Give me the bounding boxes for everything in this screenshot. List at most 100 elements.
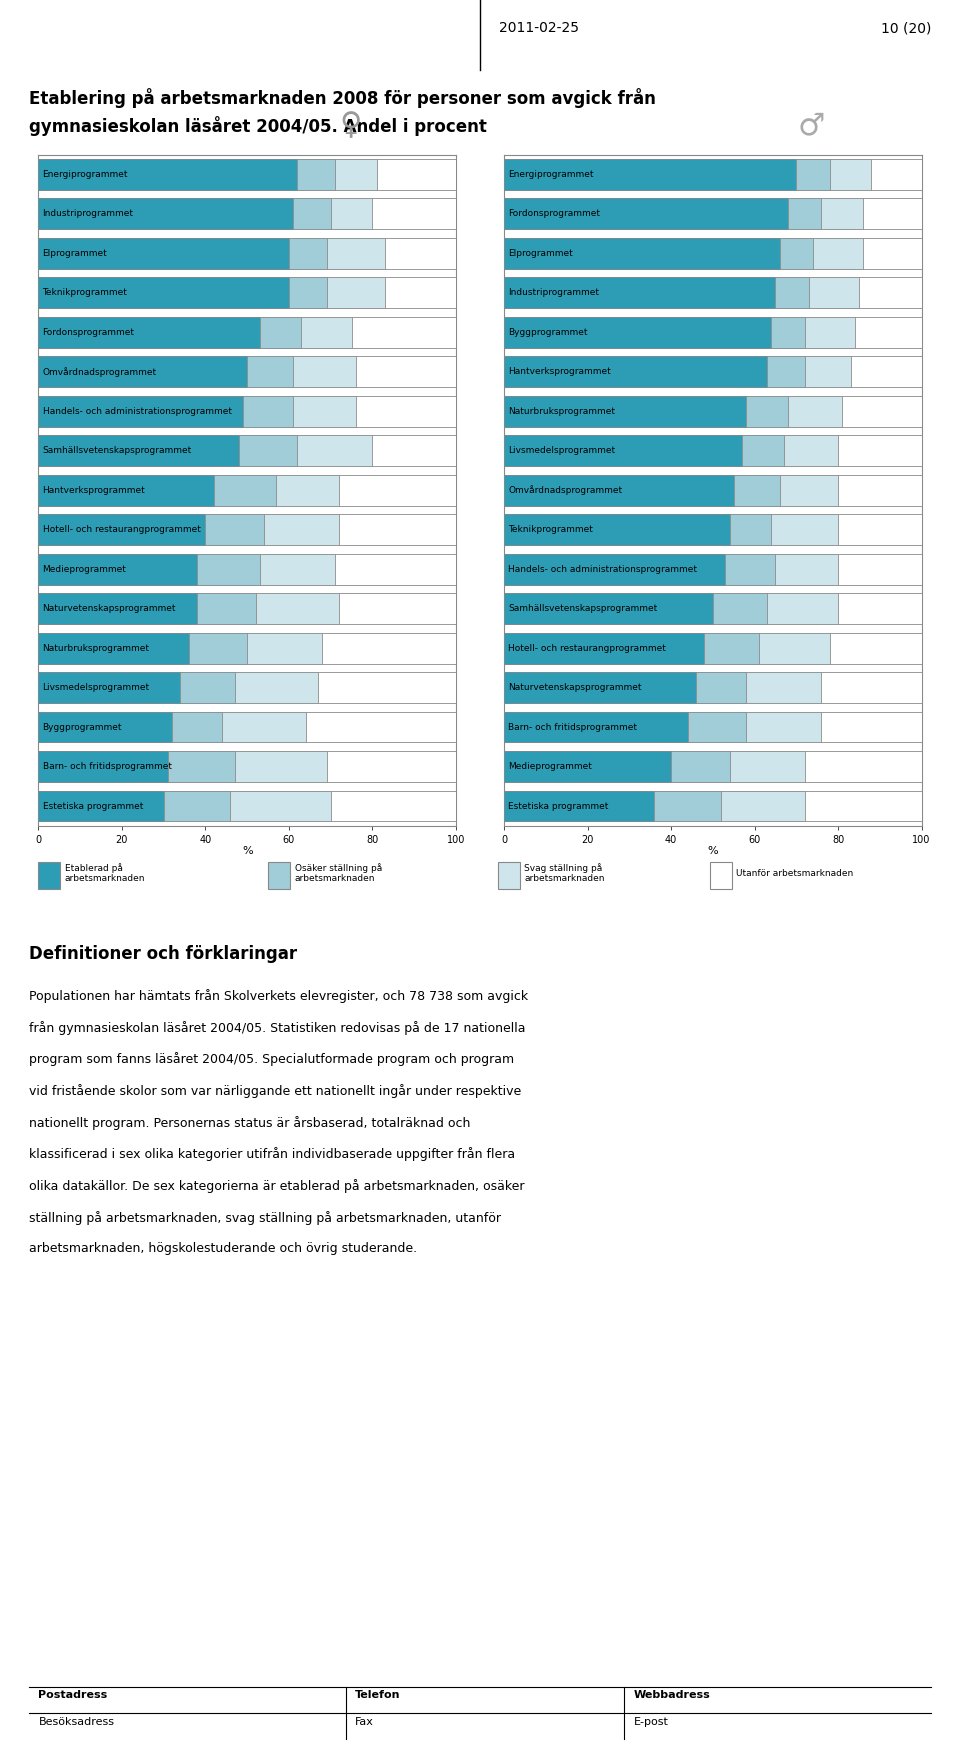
Bar — [504, 436, 922, 466]
Bar — [264, 515, 339, 545]
Bar — [504, 392, 922, 430]
Bar — [38, 237, 456, 269]
Bar — [38, 436, 456, 466]
Bar — [504, 316, 922, 348]
Bar — [504, 436, 742, 466]
Text: Livsmedelsprogrammet: Livsmedelsprogrammet — [508, 446, 615, 455]
Bar — [504, 708, 922, 747]
Text: Naturvetenskapsprogrammet: Naturvetenskapsprogrammet — [42, 604, 176, 613]
Text: 10 (20): 10 (20) — [881, 21, 931, 35]
Bar — [293, 199, 330, 228]
Bar — [180, 673, 234, 703]
Bar — [758, 633, 829, 664]
Bar — [838, 594, 922, 624]
Bar — [829, 633, 922, 664]
Bar — [351, 316, 456, 348]
Bar — [376, 158, 456, 190]
Bar — [671, 752, 730, 782]
Bar — [385, 278, 456, 307]
Bar — [239, 436, 298, 466]
Bar — [248, 633, 323, 664]
Text: olika datakällor. De sex kategorierna är etablerad på arbetsmarknaden, osäker: olika datakällor. De sex kategorierna är… — [29, 1179, 524, 1193]
Bar — [504, 395, 746, 427]
Bar — [788, 199, 822, 228]
Bar — [38, 316, 260, 348]
Bar — [168, 752, 234, 782]
Bar — [205, 515, 264, 545]
Bar — [163, 791, 230, 822]
Bar — [504, 430, 922, 471]
Bar — [838, 515, 922, 545]
Bar — [38, 752, 456, 782]
Bar — [804, 791, 922, 822]
Bar — [813, 237, 863, 269]
Bar — [356, 395, 456, 427]
Text: Livsmedelsprogrammet: Livsmedelsprogrammet — [42, 683, 150, 692]
Bar — [230, 791, 330, 822]
Text: Industriprogrammet: Industriprogrammet — [42, 209, 133, 218]
Bar — [776, 553, 838, 585]
Bar — [504, 712, 922, 743]
Text: Webbadress: Webbadress — [634, 1690, 710, 1701]
Bar — [38, 316, 456, 348]
Bar — [655, 791, 721, 822]
Bar — [859, 278, 922, 307]
Bar — [38, 515, 456, 545]
Bar — [326, 752, 456, 782]
Bar — [780, 237, 813, 269]
Bar — [38, 357, 456, 387]
Bar — [730, 752, 804, 782]
Bar — [38, 553, 197, 585]
Bar — [776, 278, 809, 307]
Text: Definitioner och förklaringar: Definitioner och förklaringar — [29, 945, 297, 963]
Bar — [504, 474, 922, 506]
Bar — [38, 594, 197, 624]
Bar — [260, 553, 335, 585]
Bar — [838, 436, 922, 466]
Bar — [38, 861, 60, 889]
Bar — [330, 791, 456, 822]
Text: ställning på arbetsmarknaden, svag ställning på arbetsmarknaden, utanför: ställning på arbetsmarknaden, svag ställ… — [29, 1211, 501, 1225]
Bar — [255, 594, 339, 624]
Bar — [234, 752, 326, 782]
Bar — [197, 594, 255, 624]
Bar — [335, 553, 456, 585]
Bar — [38, 708, 456, 747]
Bar — [504, 316, 771, 348]
Bar — [504, 316, 771, 348]
Text: Handels- och administrationsprogrammet: Handels- och administrationsprogrammet — [42, 406, 231, 416]
Bar — [305, 712, 456, 743]
Bar — [696, 673, 746, 703]
Bar — [38, 351, 456, 392]
Text: Barn- och fritidsprogrammet: Barn- och fritidsprogrammet — [508, 722, 637, 731]
Bar — [746, 673, 822, 703]
Bar — [767, 594, 838, 624]
Bar — [504, 158, 796, 190]
Bar — [372, 199, 456, 228]
Bar — [813, 237, 863, 269]
Bar — [38, 712, 456, 743]
Bar — [504, 589, 922, 629]
Bar — [234, 752, 326, 782]
Bar — [504, 155, 922, 193]
Bar — [38, 553, 456, 585]
Bar — [205, 515, 264, 545]
Bar — [655, 791, 721, 822]
Text: Hotell- och restaurangprogrammet: Hotell- och restaurangprogrammet — [42, 525, 201, 534]
Bar — [726, 553, 776, 585]
Bar — [38, 199, 293, 228]
Bar — [197, 553, 260, 585]
Bar — [172, 712, 222, 743]
Bar — [172, 712, 222, 743]
Text: Omvårdnadsprogrammet: Omvårdnadsprogrammet — [508, 485, 622, 495]
Bar — [38, 668, 456, 708]
Bar — [372, 199, 456, 228]
Bar — [804, 752, 922, 782]
Bar — [276, 474, 339, 506]
Bar — [38, 673, 180, 703]
Bar — [780, 474, 838, 506]
Bar — [339, 515, 456, 545]
Bar — [771, 515, 838, 545]
Bar — [260, 316, 301, 348]
Bar — [38, 752, 168, 782]
